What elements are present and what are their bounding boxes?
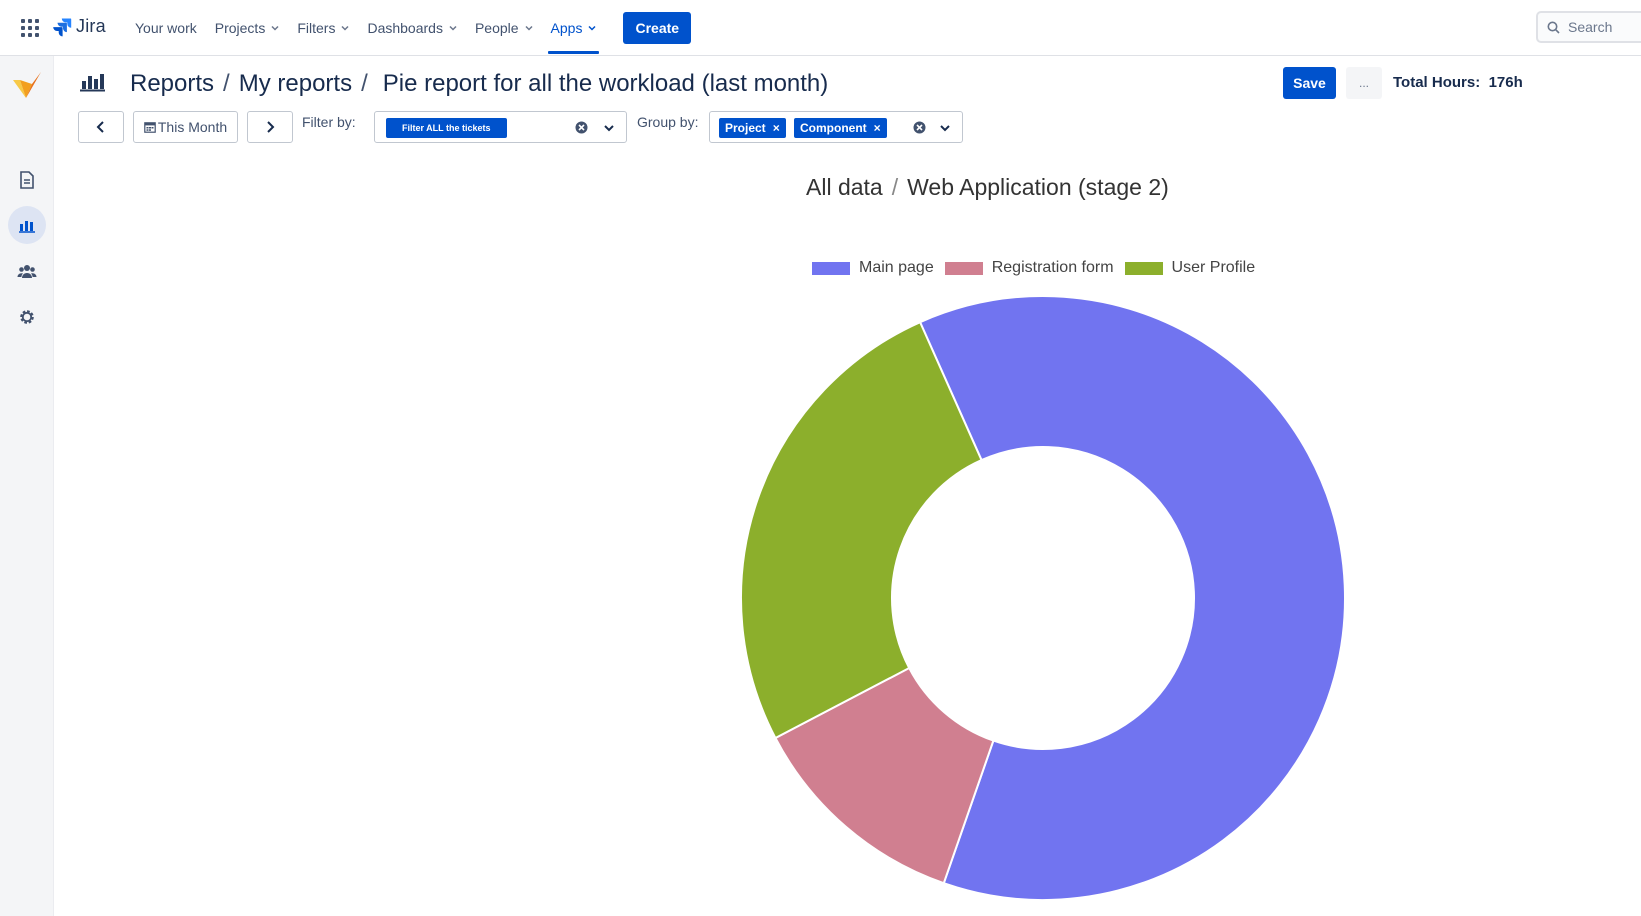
chevron-down-icon[interactable] xyxy=(603,122,615,134)
total-hours-value: 176h xyxy=(1488,74,1523,91)
chevron-right-icon xyxy=(267,121,275,133)
chart-breadcrumb-current: Web Application (stage 2) xyxy=(907,174,1169,200)
sidebar-item-settings[interactable] xyxy=(8,298,46,336)
nav-item-label: People xyxy=(474,20,519,36)
remove-chip-icon[interactable]: × xyxy=(772,121,780,135)
group-by-label: Group by: xyxy=(637,114,699,130)
group-by-select[interactable]: Project × Component × xyxy=(709,111,963,143)
legend-swatch xyxy=(944,261,983,275)
create-button[interactable]: Create xyxy=(623,12,692,44)
filter-by-label: Filter by: xyxy=(302,114,356,130)
sidebar-item-reports[interactable] xyxy=(8,206,46,244)
period-button[interactable]: This Month xyxy=(133,111,238,143)
chevron-down-icon xyxy=(525,25,533,31)
top-navigation: Jira Your work Projects Filters Dashboards P… xyxy=(0,0,1641,56)
nav-item-dashboards[interactable]: Dashboards xyxy=(358,0,466,56)
legend-item[interactable]: Registration form xyxy=(944,259,1114,277)
save-button[interactable]: Save xyxy=(1283,67,1336,99)
group-chip-component[interactable]: Component × xyxy=(794,118,887,138)
clear-icon[interactable] xyxy=(913,121,926,134)
group-chip-label: Project xyxy=(725,121,766,135)
page-title: Pie report for all the workload (last mo… xyxy=(382,70,829,97)
nav-item-label: Your work xyxy=(135,20,197,36)
nav-items: Your work Projects Filters Dashboards People… xyxy=(126,0,692,56)
chevron-left-icon xyxy=(96,121,104,133)
legend-item[interactable]: Main page xyxy=(812,259,934,277)
nav-item-filters[interactable]: Filters xyxy=(288,0,358,56)
nav-item-people[interactable]: People xyxy=(466,0,542,56)
chart-breadcrumb-root[interactable]: All data xyxy=(806,174,883,200)
pie-slice-main-page[interactable] xyxy=(918,295,1346,901)
nav-item-label: Projects xyxy=(214,20,266,36)
breadcrumb-separator: / xyxy=(361,70,368,97)
filter-select[interactable]: Filter ALL the tickets xyxy=(374,111,627,143)
app-logo-icon xyxy=(13,72,41,98)
jira-logo-icon xyxy=(53,18,72,36)
pie-slice-user-profile[interactable] xyxy=(740,320,983,740)
chart-breadcrumb: All data / Web Application (stage 2) xyxy=(806,174,1169,201)
search-icon xyxy=(1547,21,1560,34)
gear-icon xyxy=(20,310,34,324)
breadcrumb: Reports / My reports / Pie report for al… xyxy=(130,70,828,98)
nav-item-your-work[interactable]: Your work xyxy=(126,0,206,56)
total-hours: Total Hours: 176h xyxy=(1393,74,1523,91)
app-logo[interactable] xyxy=(8,66,46,104)
chevron-down-icon[interactable] xyxy=(939,122,951,134)
chevron-down-icon xyxy=(341,25,349,31)
legend-label: Main page xyxy=(859,259,934,276)
breadcrumb-my-reports[interactable]: My reports xyxy=(238,70,353,97)
document-icon xyxy=(20,171,34,189)
search-placeholder: Search xyxy=(1568,19,1613,35)
previous-period-button[interactable] xyxy=(78,111,124,143)
next-period-button[interactable] xyxy=(247,111,293,143)
legend-item[interactable]: User Profile xyxy=(1124,259,1256,277)
more-options-button[interactable]: ... xyxy=(1346,67,1382,99)
app-switcher-icon[interactable] xyxy=(21,19,39,37)
people-icon xyxy=(17,265,37,278)
nav-item-projects[interactable]: Projects xyxy=(206,0,289,56)
nav-item-apps[interactable]: Apps xyxy=(542,0,606,56)
legend-swatch xyxy=(1124,261,1163,275)
chevron-down-icon xyxy=(588,25,596,31)
legend-swatch xyxy=(812,261,850,275)
chart-breadcrumb-separator: / xyxy=(891,174,899,200)
breadcrumb-reports[interactable]: Reports xyxy=(130,70,215,97)
clear-icon[interactable] xyxy=(575,121,588,134)
nav-item-label: Apps xyxy=(550,20,583,36)
calendar-icon xyxy=(144,122,156,133)
chevron-down-icon xyxy=(449,25,457,31)
sidebar-item-people[interactable] xyxy=(8,252,46,290)
chart-legend: Main page Registration form User Profile xyxy=(812,259,1266,277)
remove-chip-icon[interactable]: × xyxy=(873,121,881,135)
logo-text: Jira xyxy=(76,16,106,36)
bar-chart-icon xyxy=(19,221,35,233)
legend-label: Registration form xyxy=(991,259,1114,276)
nav-item-label: Filters xyxy=(297,20,336,36)
period-label: This Month xyxy=(157,119,228,135)
report-bar-chart-icon xyxy=(79,72,105,97)
group-chip-label: Component xyxy=(800,121,867,135)
sidebar xyxy=(0,56,54,916)
search-input[interactable]: Search xyxy=(1536,11,1641,43)
chevron-down-icon xyxy=(271,25,279,31)
filter-chip-label: Filter ALL the tickets xyxy=(402,123,491,133)
nav-item-label: Dashboards xyxy=(367,20,443,36)
sidebar-item-documents[interactable] xyxy=(8,161,46,199)
filter-chip[interactable]: Filter ALL the tickets xyxy=(386,118,507,138)
breadcrumb-separator: / xyxy=(223,70,230,97)
group-chip-project[interactable]: Project × xyxy=(719,118,786,138)
total-hours-label: Total Hours: xyxy=(1393,74,1481,91)
legend-label: User Profile xyxy=(1171,259,1256,276)
jira-logo[interactable]: Jira xyxy=(52,16,106,37)
